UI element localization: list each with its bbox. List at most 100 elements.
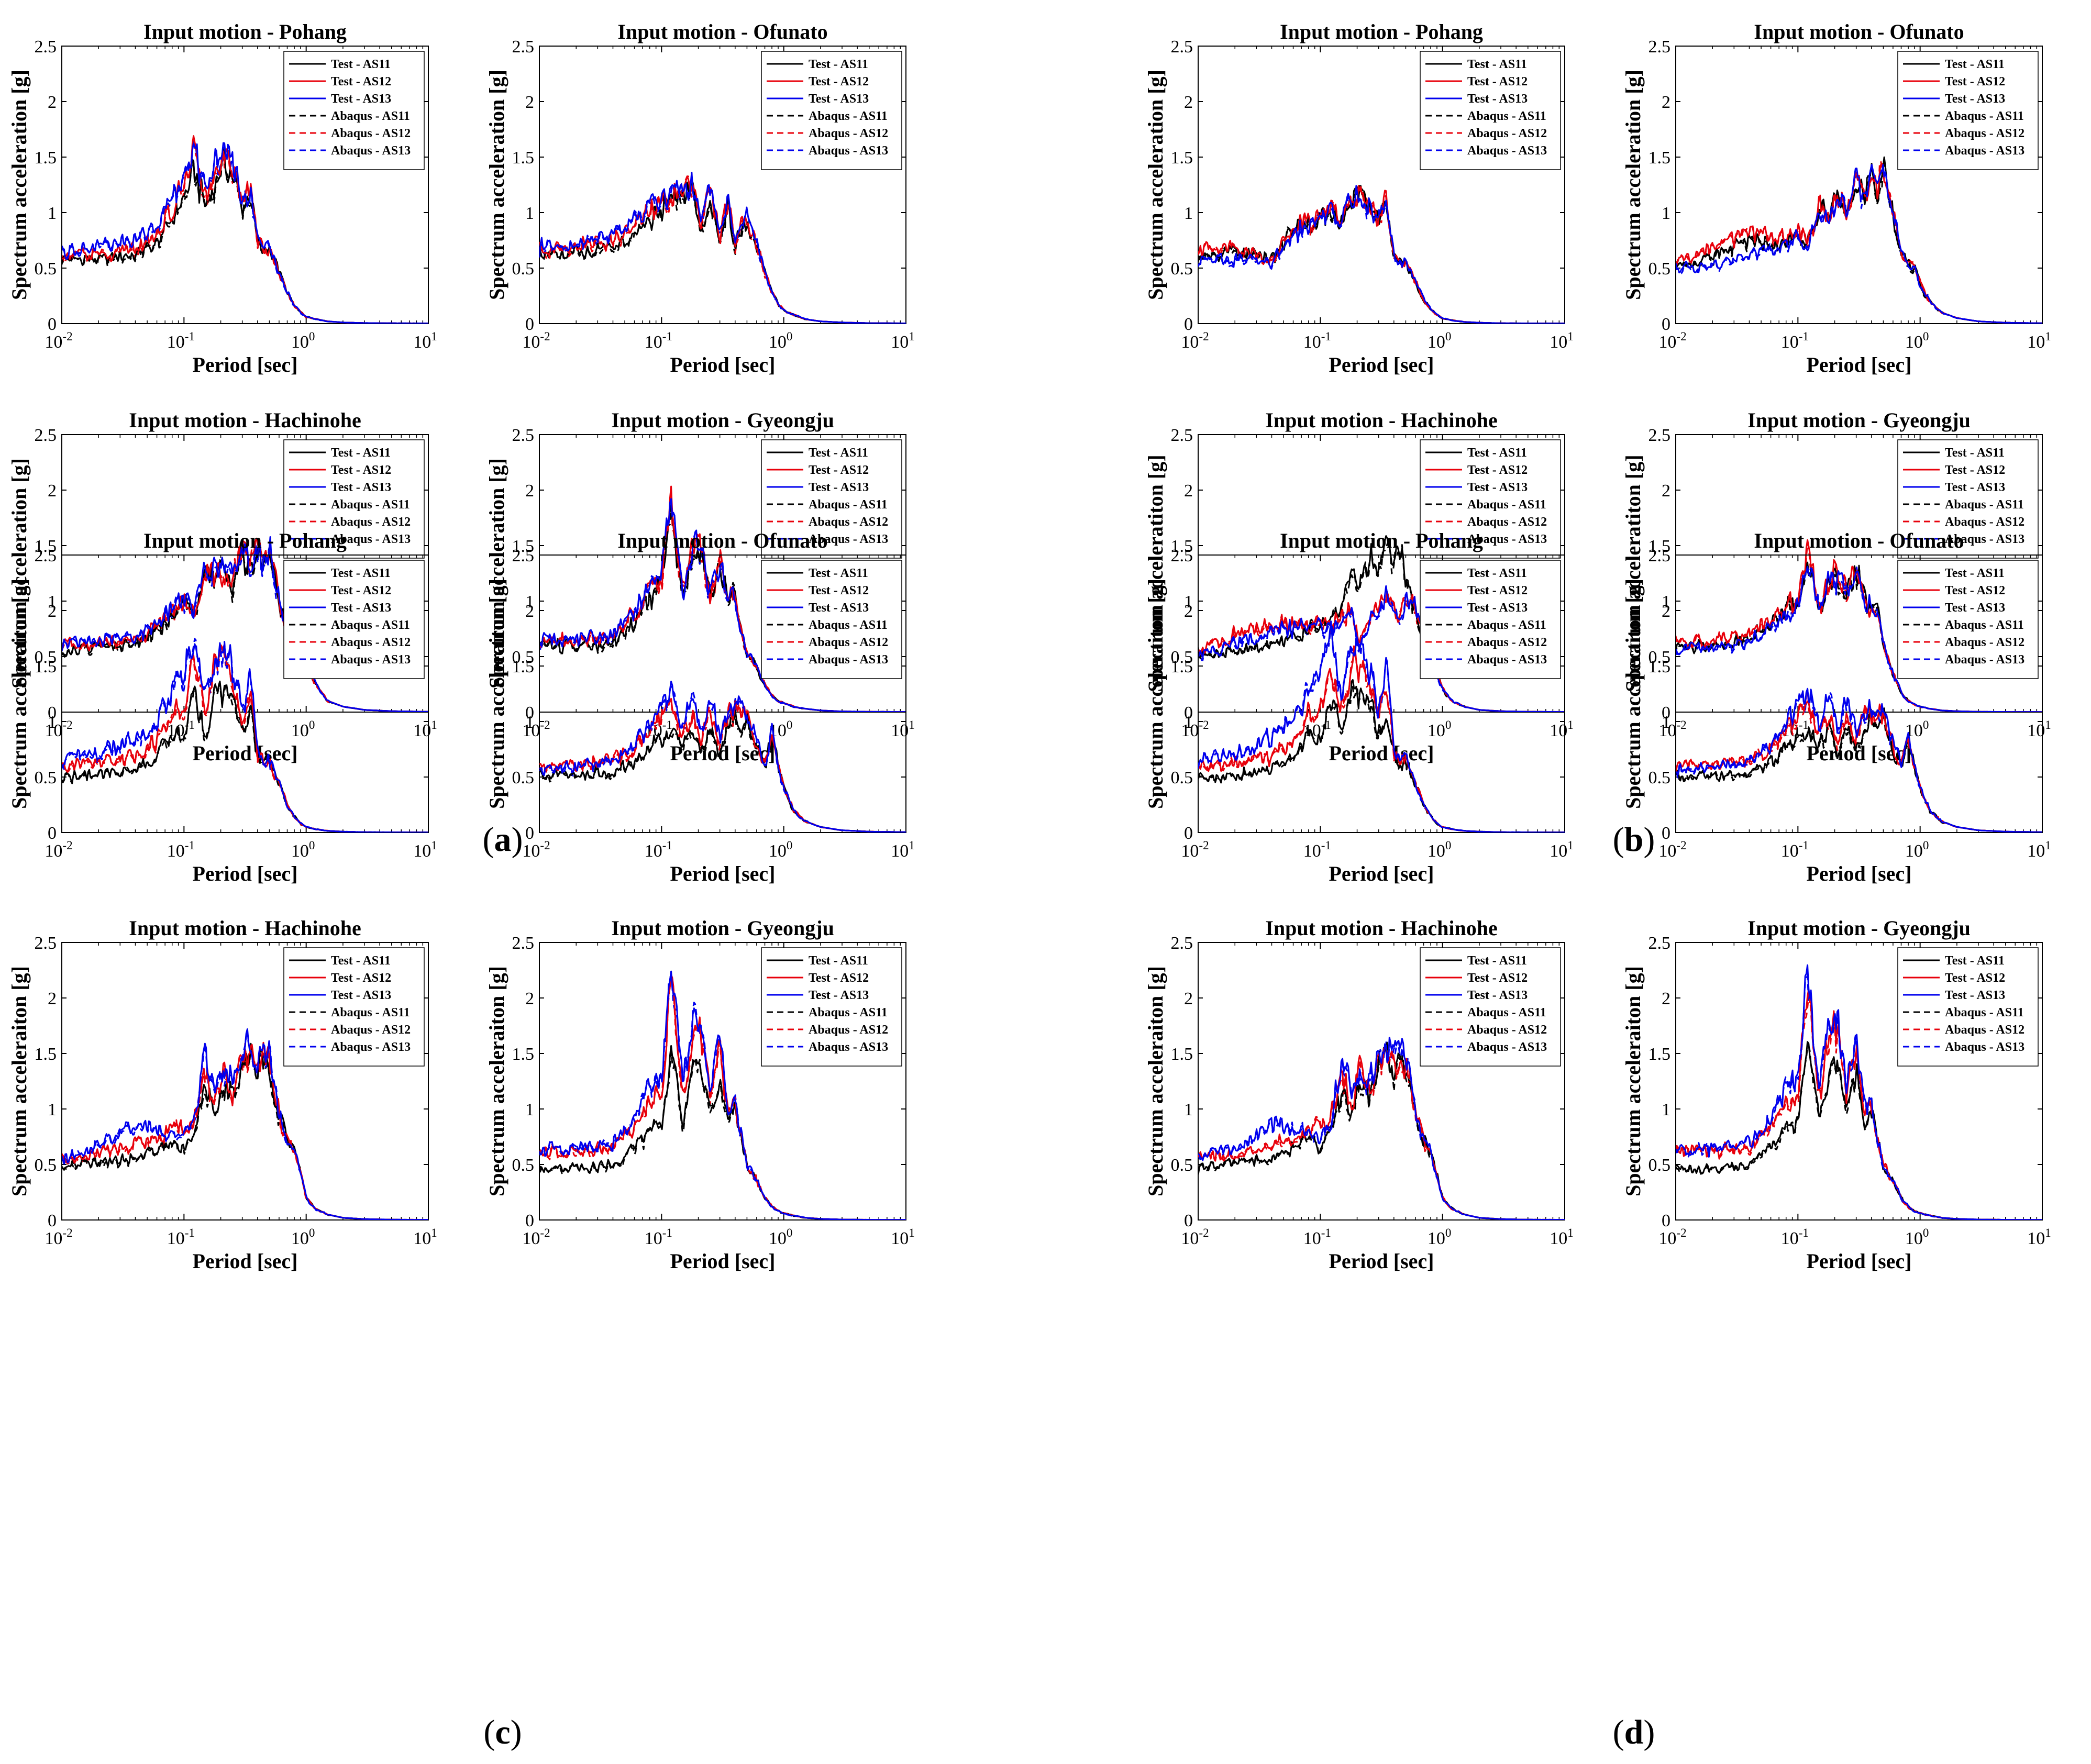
series-line xyxy=(539,172,906,324)
series-line xyxy=(62,1042,428,1220)
legend-label: Abaqus - AS11 xyxy=(1467,1006,1546,1019)
y-tick-label: 2.5 xyxy=(1649,546,1671,565)
y-tick-label: 0.5 xyxy=(1649,259,1671,279)
y-tick-label: 2 xyxy=(525,481,534,501)
series-group xyxy=(1676,539,2042,712)
legend-label: Abaqus - AS13 xyxy=(1945,144,2024,158)
subplot: Input motion - Hachinohe00.511.522.510-2… xyxy=(7,408,437,765)
x-tick-label: 10-2 xyxy=(1181,839,1209,861)
legend-label: Test - AS11 xyxy=(331,446,391,460)
x-axis-label: Period [sec] xyxy=(1329,1249,1434,1273)
y-tick-label: 0 xyxy=(525,315,534,334)
legend-label: Abaqus - AS13 xyxy=(809,653,888,667)
legend-label: Abaqus - AS13 xyxy=(1945,1040,2024,1054)
legend-label: Abaqus - AS11 xyxy=(809,1006,888,1019)
y-tick-label: 1.5 xyxy=(35,148,57,168)
plot-title: Input motion - Pohang xyxy=(1280,529,1483,552)
plot-title: Input motion - Ofunato xyxy=(617,529,827,552)
legend-label: Abaqus - AS13 xyxy=(1467,653,1547,667)
subplot: Input motion - Hachinohe00.511.522.510-2… xyxy=(7,916,437,1273)
legend-box xyxy=(761,560,902,679)
y-axis-label: Spectrum acceleraiton [g] xyxy=(1621,966,1645,1196)
legend-label: Abaqus - AS12 xyxy=(809,515,888,529)
series-line xyxy=(539,174,906,324)
y-axis-label: Spectrum acceleration [g] xyxy=(7,70,31,300)
y-tick-label: 0 xyxy=(1662,1211,1670,1230)
legend-label: Abaqus - AS12 xyxy=(1945,636,2024,649)
legend-label: Test - AS13 xyxy=(809,601,869,615)
y-tick-label: 2 xyxy=(1662,602,1670,621)
x-axis-label: Period [sec] xyxy=(1329,353,1434,376)
y-tick-label: 2.5 xyxy=(1649,934,1671,953)
x-tick-label: 10-1 xyxy=(167,1226,195,1248)
legend-box xyxy=(283,560,425,679)
y-tick-label: 2.5 xyxy=(512,426,535,445)
series-line xyxy=(62,681,428,833)
y-tick-label: 2.5 xyxy=(512,934,535,953)
y-tick-label: 1.5 xyxy=(1649,1045,1671,1064)
y-tick-label: 2 xyxy=(48,93,57,112)
y-tick-label: 1 xyxy=(1184,713,1193,732)
x-tick-label: 100 xyxy=(291,1226,315,1248)
y-tick-label: 2.5 xyxy=(1171,426,1193,445)
series-line xyxy=(1676,163,2042,324)
axes-box xyxy=(539,554,906,833)
series-line xyxy=(1198,1037,1565,1220)
legend-label: Abaqus - AS11 xyxy=(331,498,410,512)
x-tick-label: 100 xyxy=(1428,839,1452,861)
legend-label: Abaqus - AS11 xyxy=(331,109,410,123)
legend-label: Test - AS12 xyxy=(809,584,869,597)
x-tick-label: 10-2 xyxy=(1658,330,1686,352)
y-tick-label: 1 xyxy=(1662,713,1670,732)
y-tick-label: 0.5 xyxy=(1171,648,1193,667)
legend-label: Test - AS11 xyxy=(1945,567,2005,580)
legend-label: Test - AS12 xyxy=(331,971,391,985)
y-tick-label: 2 xyxy=(1662,93,1670,112)
subplot: Input motion - Gyeongju 0 0.5 1 1.5 2 2.5 10-2 1… xyxy=(1621,916,2051,1273)
x-tick-label: 101 xyxy=(891,1226,915,1248)
plot-title: Input motion - Pohang xyxy=(143,529,347,552)
series-group xyxy=(62,638,428,833)
x-tick-label: 101 xyxy=(1550,839,1574,861)
legend-label: Abaqus - AS11 xyxy=(809,498,888,512)
x-tick-label: 10-1 xyxy=(1781,1226,1809,1248)
x-tick-label: 10-1 xyxy=(1303,1226,1331,1248)
series-line xyxy=(539,970,906,1220)
legend-label: Test - AS13 xyxy=(1945,989,2005,1002)
legend-label: Test - AS11 xyxy=(809,954,868,968)
legend-label: Abaqus - AS13 xyxy=(809,532,888,546)
series-group xyxy=(62,536,428,712)
panel-label: (b) xyxy=(1613,820,1655,859)
y-tick-label: 0 xyxy=(1184,703,1193,723)
series-line xyxy=(1198,1044,1565,1220)
y-axis-label: Spectrum acceleration [g] xyxy=(7,458,31,689)
legend-label: Abaqus - AS12 xyxy=(1945,1023,2024,1037)
legend-label: Abaqus - AS11 xyxy=(1945,618,2024,632)
y-tick-label: 1.5 xyxy=(1649,657,1671,676)
x-tick-label: 100 xyxy=(1428,330,1452,352)
y-tick-label: 2.5 xyxy=(512,546,535,565)
y-axis-label: Spectrum acceleratiton [g] xyxy=(1144,454,1167,692)
series-line xyxy=(1676,565,2042,712)
x-tick-label: 100 xyxy=(291,718,315,740)
x-tick-label: 10-1 xyxy=(1303,330,1331,352)
y-tick-label: 1 xyxy=(1184,592,1193,612)
legend-label: Test - AS12 xyxy=(1945,75,2005,88)
y-tick-label: 2 xyxy=(1184,989,1193,1008)
axes-box xyxy=(539,942,906,1221)
legend-label: Abaqus - AS12 xyxy=(809,127,888,140)
x-tick-label: 10-1 xyxy=(1781,839,1809,861)
y-axis-label: Spectrum acceleraiton [g] xyxy=(485,579,508,809)
series-line xyxy=(539,178,906,324)
legend-label: Test - AS13 xyxy=(809,481,869,494)
legend-label: Test - AS11 xyxy=(331,954,391,968)
series-group xyxy=(1198,184,1565,324)
y-axis-label: Spectrum acceleraiton [g] xyxy=(7,966,31,1196)
x-axis-label: Period [sec] xyxy=(1806,1249,1911,1273)
x-tick-label: 10-2 xyxy=(522,330,550,352)
legend-label: Abaqus - AS12 xyxy=(331,127,411,140)
plot-title: Input motion - Hachinohe xyxy=(1265,916,1497,940)
